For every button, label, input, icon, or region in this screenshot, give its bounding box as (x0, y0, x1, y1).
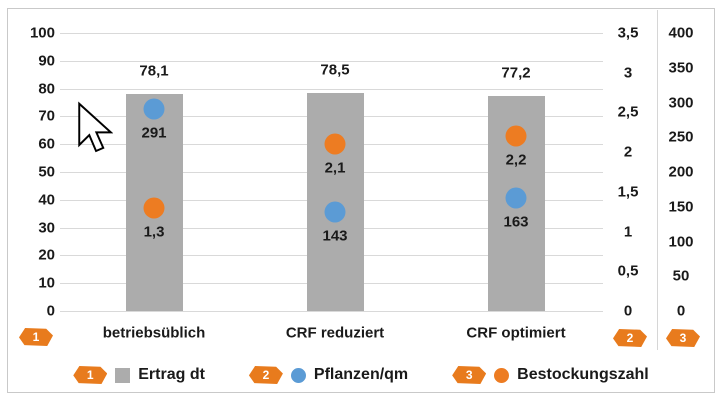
legend-swatch-circle (494, 367, 510, 383)
category-label: CRF reduziert (285, 324, 385, 342)
legend-label: Pflanzen/qm (313, 366, 409, 383)
secondary-axis-label: 3 (623, 64, 633, 82)
tertiary-axis-label: 300 (668, 94, 694, 111)
tertiary-axis-label: 0 (676, 302, 686, 320)
secondary-axis-label: 0,5 (617, 262, 639, 280)
gridline (60, 33, 603, 34)
tertiary-axis-label: 100 (668, 233, 694, 250)
category-label: CRF optimiert (466, 324, 566, 342)
point-bestockungszahl (324, 133, 346, 155)
y-axis-label: 50 (38, 163, 55, 181)
gridline (60, 60, 603, 62)
y-axis-label: 80 (38, 80, 55, 98)
point-bestockungszahl (505, 125, 527, 147)
point-bestockungszahl (143, 197, 165, 219)
y-axis-label: 30 (38, 219, 55, 237)
tertiary-axis-label: 150 (668, 198, 694, 216)
point-pflanzen-qm (505, 187, 527, 209)
point-pflanzen-qm (143, 98, 165, 120)
tertiary-axis-label: 250 (668, 128, 694, 146)
y-axis-label: 0 (46, 302, 55, 320)
category-label: betriebsüblich (102, 324, 206, 342)
y-axis-label: 100 (29, 24, 55, 42)
secondary-axis-label: 3,5 (617, 24, 639, 42)
bar-value-label: 78,1 (139, 62, 169, 80)
tertiary-axis-label: 200 (668, 163, 694, 181)
point-value-label: 2,1 (324, 159, 346, 177)
tertiary-axis-label: 400 (668, 24, 694, 42)
y-axis-label: 20 (38, 246, 55, 264)
point-pflanzen-qm (324, 201, 346, 223)
legend-item: 1 Ertrag dt (73, 366, 205, 384)
point-value-label: 143 (322, 227, 348, 245)
y-axis-label: 60 (38, 135, 55, 153)
point-value-label: 163 (503, 213, 529, 231)
y-axis-label: 90 (38, 52, 55, 70)
bar-value-label: 77,2 (501, 64, 531, 82)
legend-label: Bestockungszahl (517, 366, 649, 383)
gridline (60, 88, 603, 90)
legend-swatch-circle (290, 367, 306, 383)
secondary-axis-label: 1 (623, 223, 633, 241)
axis-divider-line (657, 10, 658, 350)
point-value-label: 2,2 (505, 151, 527, 169)
tertiary-axis-label: 50 (672, 267, 690, 285)
legend-swatch-square (115, 367, 131, 383)
point-value-label: 1,3 (143, 223, 165, 241)
secondary-axis-label: 2 (623, 143, 633, 161)
axis-marker-badge-2: 2 (613, 329, 647, 347)
chart-legend: 1 Ertrag dt 2 Pflanzen/qm 3 Bestockungszahl (8, 363, 714, 387)
gridline (60, 311, 603, 312)
legend-marker-badge-1: 1 (73, 366, 108, 384)
point-value-label: 291 (141, 124, 167, 142)
legend-marker-badge-3: 3 (452, 366, 487, 384)
y-axis-label: 40 (38, 191, 55, 209)
secondary-axis-label: 1,5 (617, 183, 639, 201)
secondary-axis-label: 2,5 (617, 103, 639, 121)
mouse-cursor-icon (78, 101, 113, 153)
legend-label: Ertrag dt (138, 366, 205, 383)
tertiary-axis-label: 350 (668, 59, 694, 77)
y-axis-label: 10 (38, 274, 55, 292)
bar-value-label: 78,5 (320, 61, 350, 79)
axis-marker-badge-1: 1 (19, 328, 53, 346)
legend-item: 3 Bestockungszahl (452, 366, 649, 384)
axis-marker-badge-3: 3 (666, 329, 700, 347)
secondary-axis-label: 0 (623, 302, 633, 320)
y-axis-label: 70 (38, 107, 55, 125)
legend-item: 2 Pflanzen/qm (248, 366, 409, 384)
legend-marker-badge-2: 2 (248, 366, 283, 384)
